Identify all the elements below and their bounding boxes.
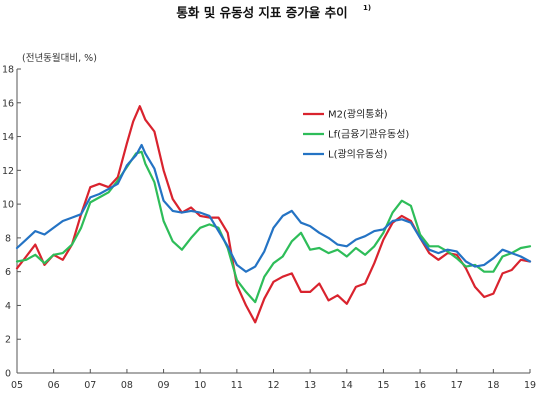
y-tick-label: 10 [2,200,14,211]
series-line-1 [15,105,532,324]
plot-area: 0 2 4 6 8 10 12 14 16 18 05 06 07 08 09 10 11 12 13 14 15 16 1… [2,65,536,392]
series-line-3 [15,143,532,273]
x-tick-label: 13 [304,380,316,391]
y-tick-label: 16 [2,98,14,109]
x-tick-label: 18 [487,380,499,391]
x-tick-label: 05 [11,380,23,391]
x-tick-label: 07 [84,380,96,391]
x-tick-label: 15 [377,380,389,391]
x-tick-label: 19 [524,380,536,391]
y-tick-label: 2 [5,335,11,346]
y-axis-unit-label: (전년동월대비, %) [22,52,97,64]
x-tick-label: 12 [267,380,279,391]
x-tick-label: 14 [341,380,353,391]
x-tick-label: 10 [194,380,206,391]
series-line-2 [15,150,532,304]
y-tick-label: 6 [5,267,11,278]
x-tick-label: 16 [414,380,426,391]
x-tick-label: 08 [121,380,133,391]
legend-label: Lf(금융기관유동성) [328,129,409,141]
y-tick-label: 4 [5,301,11,312]
legend-label: L(광의유동성) [328,149,387,161]
y-tick-label: 12 [2,166,14,177]
y-tick-label: 8 [5,233,11,244]
legend-label: M2(광의통화) [328,109,388,121]
x-tick-label: 17 [451,380,463,391]
x-tick-label: 09 [158,380,170,391]
chart-title-note: 1) [363,4,371,12]
x-tick-label: 06 [48,380,60,391]
y-tick-label: 14 [2,132,14,143]
y-tick-label: 18 [2,65,14,76]
y-tick-label: 0 [5,369,11,380]
x-tick-label: 11 [231,380,243,391]
chart-title: 통화 및 유동성 지표 증가율 추이 [176,5,347,20]
